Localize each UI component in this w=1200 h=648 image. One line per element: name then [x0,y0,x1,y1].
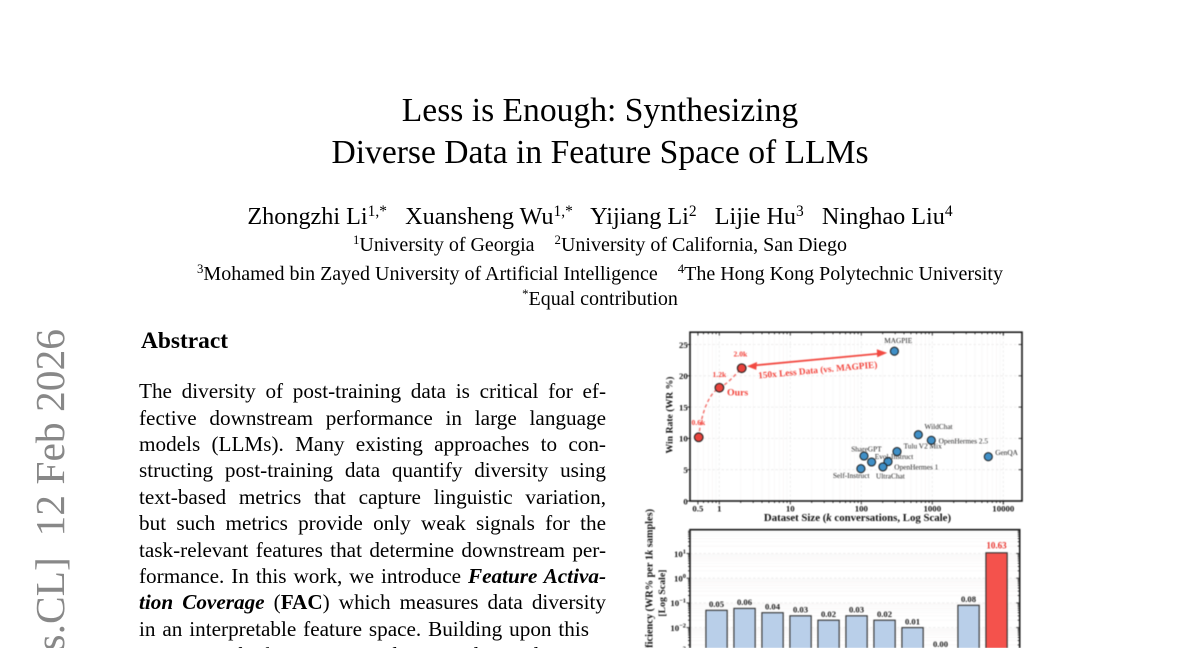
svg-text:20: 20 [679,371,688,381]
svg-text:Efficiency (WR% per 1k samples: Efficiency (WR% per 1k samples) [645,509,656,648]
svg-text:OpenHermes 2.5: OpenHermes 2.5 [939,436,989,445]
svg-text:0: 0 [683,496,688,506]
svg-text:1.2k: 1.2k [713,370,727,379]
svg-text:15: 15 [679,402,688,412]
svg-text:GenQA: GenQA [995,448,1018,457]
svg-text:0.03: 0.03 [849,605,864,615]
svg-text:[Log Scale]: [Log Scale] [657,570,668,617]
svg-text:10000: 10000 [992,504,1015,514]
svg-text:0.08: 0.08 [961,594,977,604]
svg-text:0.03: 0.03 [793,605,808,615]
svg-text:10−2: 10−2 [670,622,686,633]
svg-text:10−3: 10−3 [670,646,686,648]
svg-text:Win Rate (WR %): Win Rate (WR %) [665,376,676,453]
svg-text:Evol-Instruct: Evol-Instruct [875,452,914,461]
svg-text:Tulu V2 Mix: Tulu V2 Mix [904,442,942,451]
svg-text:10: 10 [679,434,688,444]
svg-text:0.00: 0.00 [933,639,948,648]
svg-text:1: 1 [717,504,721,514]
svg-text:1000: 1000 [924,504,942,514]
svg-text:0.01: 0.01 [905,616,920,626]
svg-text:MAGPIE: MAGPIE [884,336,913,345]
svg-text:UltraChat: UltraChat [876,472,905,481]
svg-text:10−1: 10−1 [670,598,686,609]
svg-text:0.02: 0.02 [821,609,836,619]
svg-text:100: 100 [674,573,686,584]
svg-text:0.06: 0.06 [737,597,753,607]
svg-text:2.0k: 2.0k [734,350,748,359]
svg-text:5: 5 [683,465,688,475]
svg-text:OpenHermes 1: OpenHermes 1 [894,463,938,472]
svg-text:101: 101 [674,548,686,559]
svg-text:0.04: 0.04 [765,602,781,612]
svg-text:0.6k: 0.6k [692,418,706,427]
svg-text:Self-Instruct: Self-Instruct [833,471,869,480]
svg-text:0.02: 0.02 [877,609,892,619]
svg-text:0.05: 0.05 [709,599,724,609]
svg-text:10.63: 10.63 [986,541,1007,551]
svg-text:100: 100 [855,504,869,514]
svg-text:ShareGPT: ShareGPT [851,445,882,454]
svg-text:10: 10 [786,504,795,514]
svg-text:0.5: 0.5 [692,504,704,514]
svg-text:Dataset Size (k conversations,: Dataset Size (k conversations, Log Scale… [764,512,952,524]
svg-text:25: 25 [679,340,688,350]
svg-text:WildChat: WildChat [925,422,953,431]
svg-text:Ours: Ours [727,388,748,399]
